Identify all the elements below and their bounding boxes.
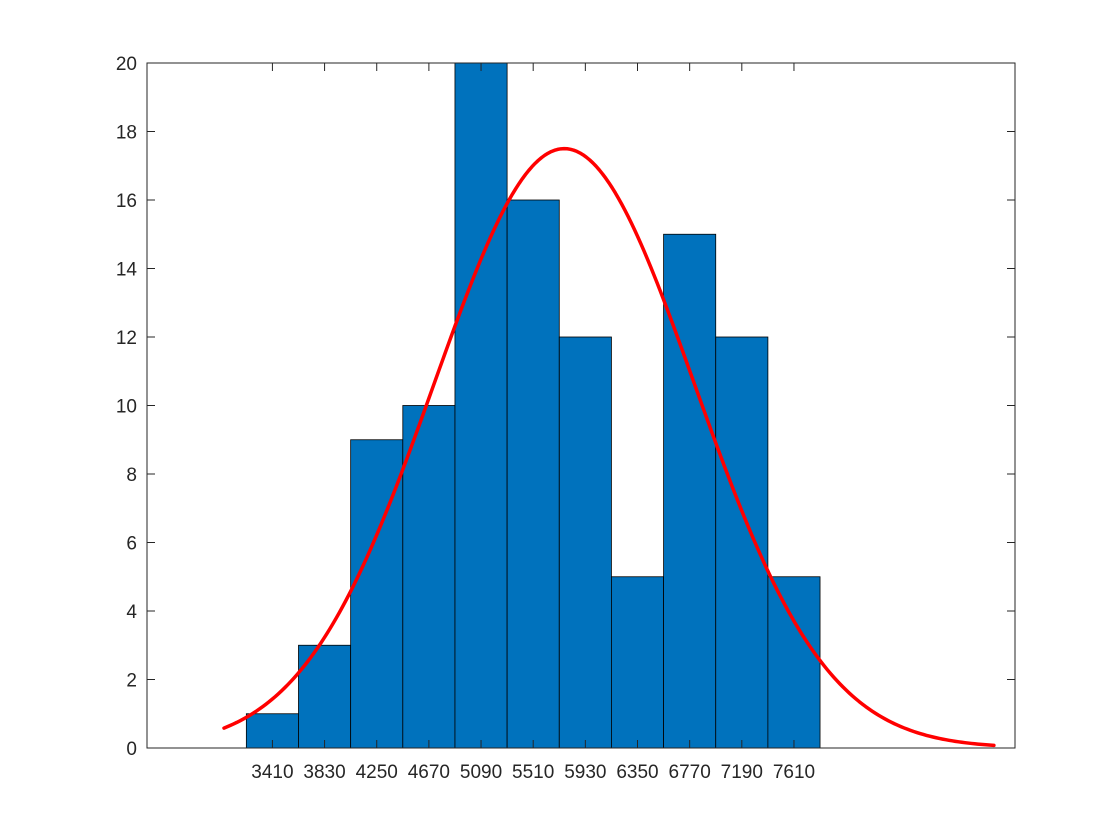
y-tick-label: 12 (116, 328, 137, 349)
x-tick-label: 5930 (564, 762, 606, 783)
histogram-bar (402, 405, 456, 749)
histogram-bar (454, 62, 508, 749)
x-tick-label: 6770 (669, 762, 711, 783)
y-tick-label: 8 (126, 465, 137, 486)
histogram-bar (506, 199, 560, 749)
histogram-bar (767, 576, 821, 749)
y-tick-label: 14 (116, 260, 138, 281)
x-tick-label: 6350 (616, 762, 658, 783)
fit-curve-layer (222, 146, 996, 748)
x-tick-label: 4670 (408, 762, 450, 783)
x-tick-label: 3410 (251, 762, 293, 783)
histogram-bar (558, 336, 612, 749)
y-tick-label: 2 (126, 671, 137, 692)
axes-layer: 0 2 4 6 8 10 12 14 16 18 20 3410 3830 4250 4670 5090 551… (116, 54, 1016, 783)
x-tick-label: 7610 (773, 762, 815, 783)
x-tick-label: 7190 (721, 762, 763, 783)
y-tick-label: 20 (116, 54, 137, 75)
histogram-bar (663, 233, 717, 749)
normal-fit-curve (222, 146, 996, 748)
x-tick-label: 5510 (512, 762, 554, 783)
y-tick-label: 10 (116, 397, 137, 418)
x-tick-label: 5090 (460, 762, 502, 783)
y-tick-label: 0 (126, 739, 137, 760)
x-tick-label: 4250 (356, 762, 398, 783)
y-tick-label: 16 (116, 191, 137, 212)
histogram-bar (715, 336, 769, 749)
x-tick-label: 3830 (303, 762, 345, 783)
bars-layer (245, 62, 821, 749)
y-tick-label: 18 (116, 123, 137, 144)
y-tick-label: 6 (126, 534, 137, 555)
histogram-bar (611, 576, 664, 749)
y-tick-label: 4 (126, 602, 137, 623)
